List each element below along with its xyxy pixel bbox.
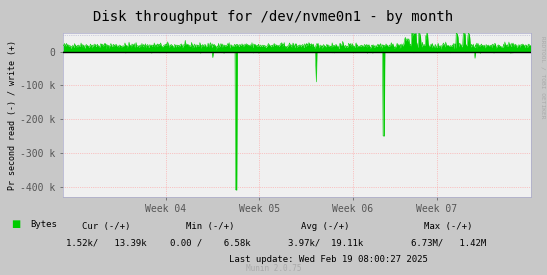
Text: Munin 2.0.75: Munin 2.0.75 bbox=[246, 264, 301, 273]
Text: Bytes: Bytes bbox=[30, 220, 57, 229]
Text: ■: ■ bbox=[11, 219, 20, 229]
Text: 6.73M/   1.42M: 6.73M/ 1.42M bbox=[411, 239, 486, 248]
Text: 3.97k/  19.11k: 3.97k/ 19.11k bbox=[288, 239, 363, 248]
Text: 0.00 /    6.58k: 0.00 / 6.58k bbox=[170, 239, 251, 248]
Text: Cur (-/+): Cur (-/+) bbox=[83, 222, 131, 231]
Y-axis label: Pr second read (-) / write (+): Pr second read (-) / write (+) bbox=[8, 40, 18, 190]
Text: 1.52k/   13.39k: 1.52k/ 13.39k bbox=[66, 239, 147, 248]
Text: Last update: Wed Feb 19 08:00:27 2025: Last update: Wed Feb 19 08:00:27 2025 bbox=[229, 255, 428, 264]
Text: Avg (-/+): Avg (-/+) bbox=[301, 222, 350, 231]
Text: Max (-/+): Max (-/+) bbox=[424, 222, 473, 231]
Text: Disk throughput for /dev/nvme0n1 - by month: Disk throughput for /dev/nvme0n1 - by mo… bbox=[94, 10, 453, 24]
Text: RRDTOOL / TOBI OETIKER: RRDTOOL / TOBI OETIKER bbox=[541, 36, 546, 118]
Text: Min (-/+): Min (-/+) bbox=[187, 222, 235, 231]
